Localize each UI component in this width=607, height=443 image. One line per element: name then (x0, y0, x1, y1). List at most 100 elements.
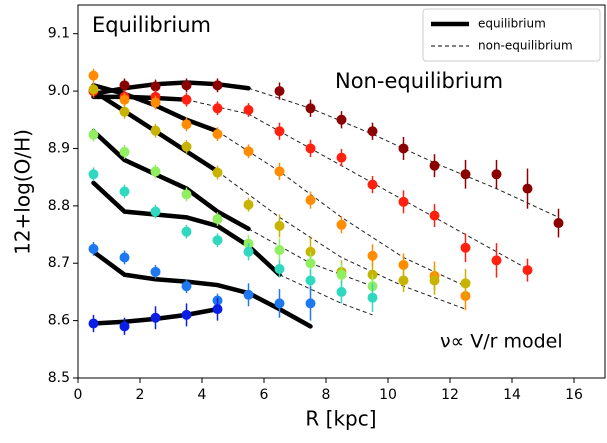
data-point (398, 259, 409, 270)
data-point (150, 312, 161, 323)
data-point (150, 97, 161, 108)
data-point (336, 152, 347, 163)
data-point (274, 245, 285, 256)
data-point (212, 80, 223, 91)
data-point (212, 103, 223, 114)
x-axis-label: R [kpc] (305, 407, 376, 431)
annotation: ν∝ V/r model (440, 331, 563, 353)
data-point (274, 263, 285, 274)
data-point (336, 269, 347, 280)
data-point (429, 160, 440, 171)
x-tick-label: 8 (322, 387, 331, 403)
data-point (119, 321, 130, 332)
y-tick-label: 8.7 (48, 255, 70, 271)
data-point (181, 226, 192, 237)
data-point (243, 289, 254, 300)
data-point (367, 292, 378, 303)
data-point (150, 166, 161, 177)
x-tick-label: 14 (503, 387, 521, 403)
legend: equilibrium non-equilibrium (422, 8, 601, 62)
data-point (274, 220, 285, 231)
non-equilibrium-line (186, 99, 528, 270)
data-point (243, 146, 254, 157)
data-point (119, 186, 130, 197)
data-point (88, 169, 99, 180)
data-point (150, 81, 161, 92)
y-tick-label: 8.9 (48, 140, 70, 156)
data-point (212, 304, 223, 315)
data-point (522, 265, 533, 276)
data-point (150, 266, 161, 277)
data-point (88, 84, 99, 95)
data-point (119, 252, 130, 263)
y-tick-label: 9.1 (48, 26, 70, 42)
data-point (274, 298, 285, 309)
data-point (522, 183, 533, 194)
data-point (336, 286, 347, 297)
annotation: Non-equilibrium (335, 69, 503, 93)
data-point (460, 169, 471, 180)
data-point (460, 278, 471, 289)
x-tick-label: 2 (136, 387, 145, 403)
data-point (212, 235, 223, 246)
data-point (181, 94, 192, 105)
legend-label: equilibrium (478, 17, 546, 31)
data-point (367, 126, 378, 137)
data-point (243, 199, 254, 210)
data-point (429, 210, 440, 221)
equilibrium-line (91, 128, 251, 232)
non-equilibrium-line (217, 130, 466, 287)
data-point (88, 129, 99, 140)
x-tick-label: 16 (565, 387, 583, 403)
data-point (460, 242, 471, 253)
data-point (88, 243, 99, 254)
data-point (305, 258, 316, 269)
data-point (181, 309, 192, 320)
y-axis-label: 12+log(O/H) (11, 129, 35, 255)
data-point (243, 105, 254, 116)
data-point (398, 275, 409, 286)
data-point (181, 80, 192, 91)
data-point (119, 80, 130, 91)
data-point (367, 250, 378, 261)
plot-area (88, 68, 564, 335)
data-point (305, 195, 316, 206)
data-point (88, 318, 99, 329)
data-point (336, 114, 347, 125)
x-tick-label: 4 (198, 387, 207, 403)
equilibrium-line (91, 249, 313, 329)
data-point (305, 103, 316, 114)
data-point (212, 214, 223, 225)
data-point (88, 70, 99, 81)
non-equilibrium-line (217, 171, 466, 310)
y-tick-label: 8.6 (48, 313, 70, 329)
data-point (398, 143, 409, 154)
data-point (181, 281, 192, 292)
data-point (274, 166, 285, 177)
data-point (119, 94, 130, 105)
data-point (305, 143, 316, 154)
data-point (181, 189, 192, 200)
data-point (212, 129, 223, 140)
x-tick-label: 12 (441, 387, 459, 403)
data-point (367, 179, 378, 190)
x-tick-label: 6 (260, 387, 269, 403)
x-tick-label: 0 (74, 387, 83, 403)
legend-label: non-equilibrium (478, 39, 573, 53)
data-point (150, 206, 161, 217)
data-point (491, 255, 502, 266)
data-point (305, 298, 316, 309)
data-point (150, 125, 161, 136)
equilibrium-line (91, 80, 251, 97)
data-point (212, 167, 223, 178)
data-point (491, 169, 502, 180)
data-point (429, 275, 440, 286)
data-point (553, 218, 564, 229)
annotation: Equilibrium (92, 13, 211, 37)
data-point (181, 119, 192, 130)
data-point (274, 126, 285, 137)
y-tick-label: 9.0 (48, 83, 70, 99)
data-point (398, 196, 409, 207)
data-point (336, 219, 347, 230)
